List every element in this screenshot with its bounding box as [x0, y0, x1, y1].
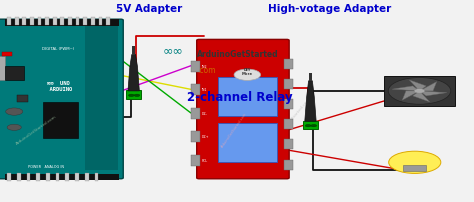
- Bar: [46, 173, 50, 181]
- Bar: [2, 52, 12, 56]
- Bar: [284, 99, 293, 109]
- Polygon shape: [422, 91, 447, 96]
- Text: .com: .com: [197, 66, 215, 75]
- Circle shape: [7, 124, 21, 130]
- Text: High-votage Adapter: High-votage Adapter: [268, 4, 391, 14]
- Circle shape: [389, 151, 441, 173]
- Text: ArduinoGetStarted.com: ArduinoGetStarted.com: [220, 111, 248, 148]
- Bar: [403, 165, 427, 171]
- Bar: [218, 123, 277, 162]
- Bar: [85, 173, 89, 181]
- Text: 2-channel Relay: 2-channel Relay: [187, 91, 292, 104]
- Bar: [83, 17, 87, 25]
- Bar: [284, 139, 293, 149]
- Bar: [106, 17, 110, 25]
- Polygon shape: [305, 81, 316, 121]
- Bar: [284, 160, 293, 170]
- Text: ArduinoGetStarted.com: ArduinoGetStarted.com: [15, 115, 57, 146]
- Text: ArduinoGetStarted.com: ArduinoGetStarted.com: [276, 96, 312, 138]
- Bar: [191, 131, 200, 142]
- Bar: [126, 90, 141, 99]
- Bar: [5, 19, 118, 26]
- Bar: [61, 17, 64, 25]
- Bar: [191, 84, 200, 95]
- Bar: [284, 119, 293, 129]
- Bar: [191, 108, 200, 119]
- Bar: [17, 95, 28, 102]
- Bar: [7, 173, 11, 181]
- Text: RCL: RCL: [201, 159, 208, 163]
- Text: DIGITAL (PWM~): DIGITAL (PWM~): [42, 46, 74, 50]
- Bar: [76, 17, 80, 25]
- Bar: [36, 173, 40, 181]
- Bar: [45, 17, 49, 25]
- Bar: [218, 78, 277, 116]
- Bar: [17, 173, 21, 181]
- Polygon shape: [413, 93, 430, 102]
- Bar: [0, 56, 5, 80]
- Bar: [5, 174, 118, 180]
- Text: ∞∞: ∞∞: [163, 44, 183, 57]
- Text: 5V Adapter: 5V Adapter: [116, 4, 182, 14]
- Bar: [68, 17, 72, 25]
- Text: DC-: DC-: [201, 112, 207, 116]
- Bar: [75, 173, 79, 181]
- Text: DC+: DC+: [201, 135, 209, 139]
- Bar: [15, 17, 18, 25]
- Bar: [91, 17, 95, 25]
- Bar: [53, 17, 56, 25]
- Text: ∞∞  UNO
  ARDUINO: ∞∞ UNO ARDUINO: [44, 81, 73, 92]
- Bar: [84, 24, 118, 170]
- Polygon shape: [402, 91, 416, 100]
- Bar: [132, 46, 135, 55]
- Circle shape: [134, 94, 140, 97]
- Bar: [30, 17, 34, 25]
- FancyBboxPatch shape: [197, 39, 289, 179]
- Bar: [56, 173, 60, 181]
- Text: IN1: IN1: [201, 88, 207, 92]
- Polygon shape: [128, 55, 139, 91]
- Circle shape: [311, 124, 317, 127]
- Bar: [27, 173, 30, 181]
- Text: POWER   ANALOG IN: POWER ANALOG IN: [28, 165, 64, 169]
- FancyBboxPatch shape: [0, 19, 123, 179]
- Bar: [94, 173, 99, 181]
- Bar: [284, 79, 293, 89]
- Circle shape: [414, 89, 425, 93]
- Polygon shape: [392, 86, 417, 90]
- Bar: [384, 76, 455, 106]
- Bar: [37, 17, 41, 25]
- Bar: [99, 17, 102, 25]
- Bar: [65, 173, 69, 181]
- Polygon shape: [423, 82, 437, 91]
- Bar: [5, 66, 24, 80]
- Circle shape: [234, 69, 261, 80]
- Circle shape: [305, 124, 311, 127]
- Bar: [309, 73, 312, 81]
- Bar: [22, 17, 26, 25]
- Text: ArduinoGetStarted: ArduinoGetStarted: [197, 50, 278, 59]
- Bar: [43, 102, 78, 138]
- Bar: [191, 155, 200, 166]
- Text: DIY
More: DIY More: [242, 68, 253, 76]
- Bar: [191, 61, 200, 72]
- Bar: [303, 121, 318, 129]
- Bar: [284, 59, 293, 69]
- Circle shape: [6, 108, 23, 115]
- Bar: [7, 17, 11, 25]
- Circle shape: [388, 78, 451, 104]
- Polygon shape: [409, 80, 426, 89]
- Circle shape: [128, 94, 134, 97]
- Text: IN2: IN2: [201, 65, 207, 69]
